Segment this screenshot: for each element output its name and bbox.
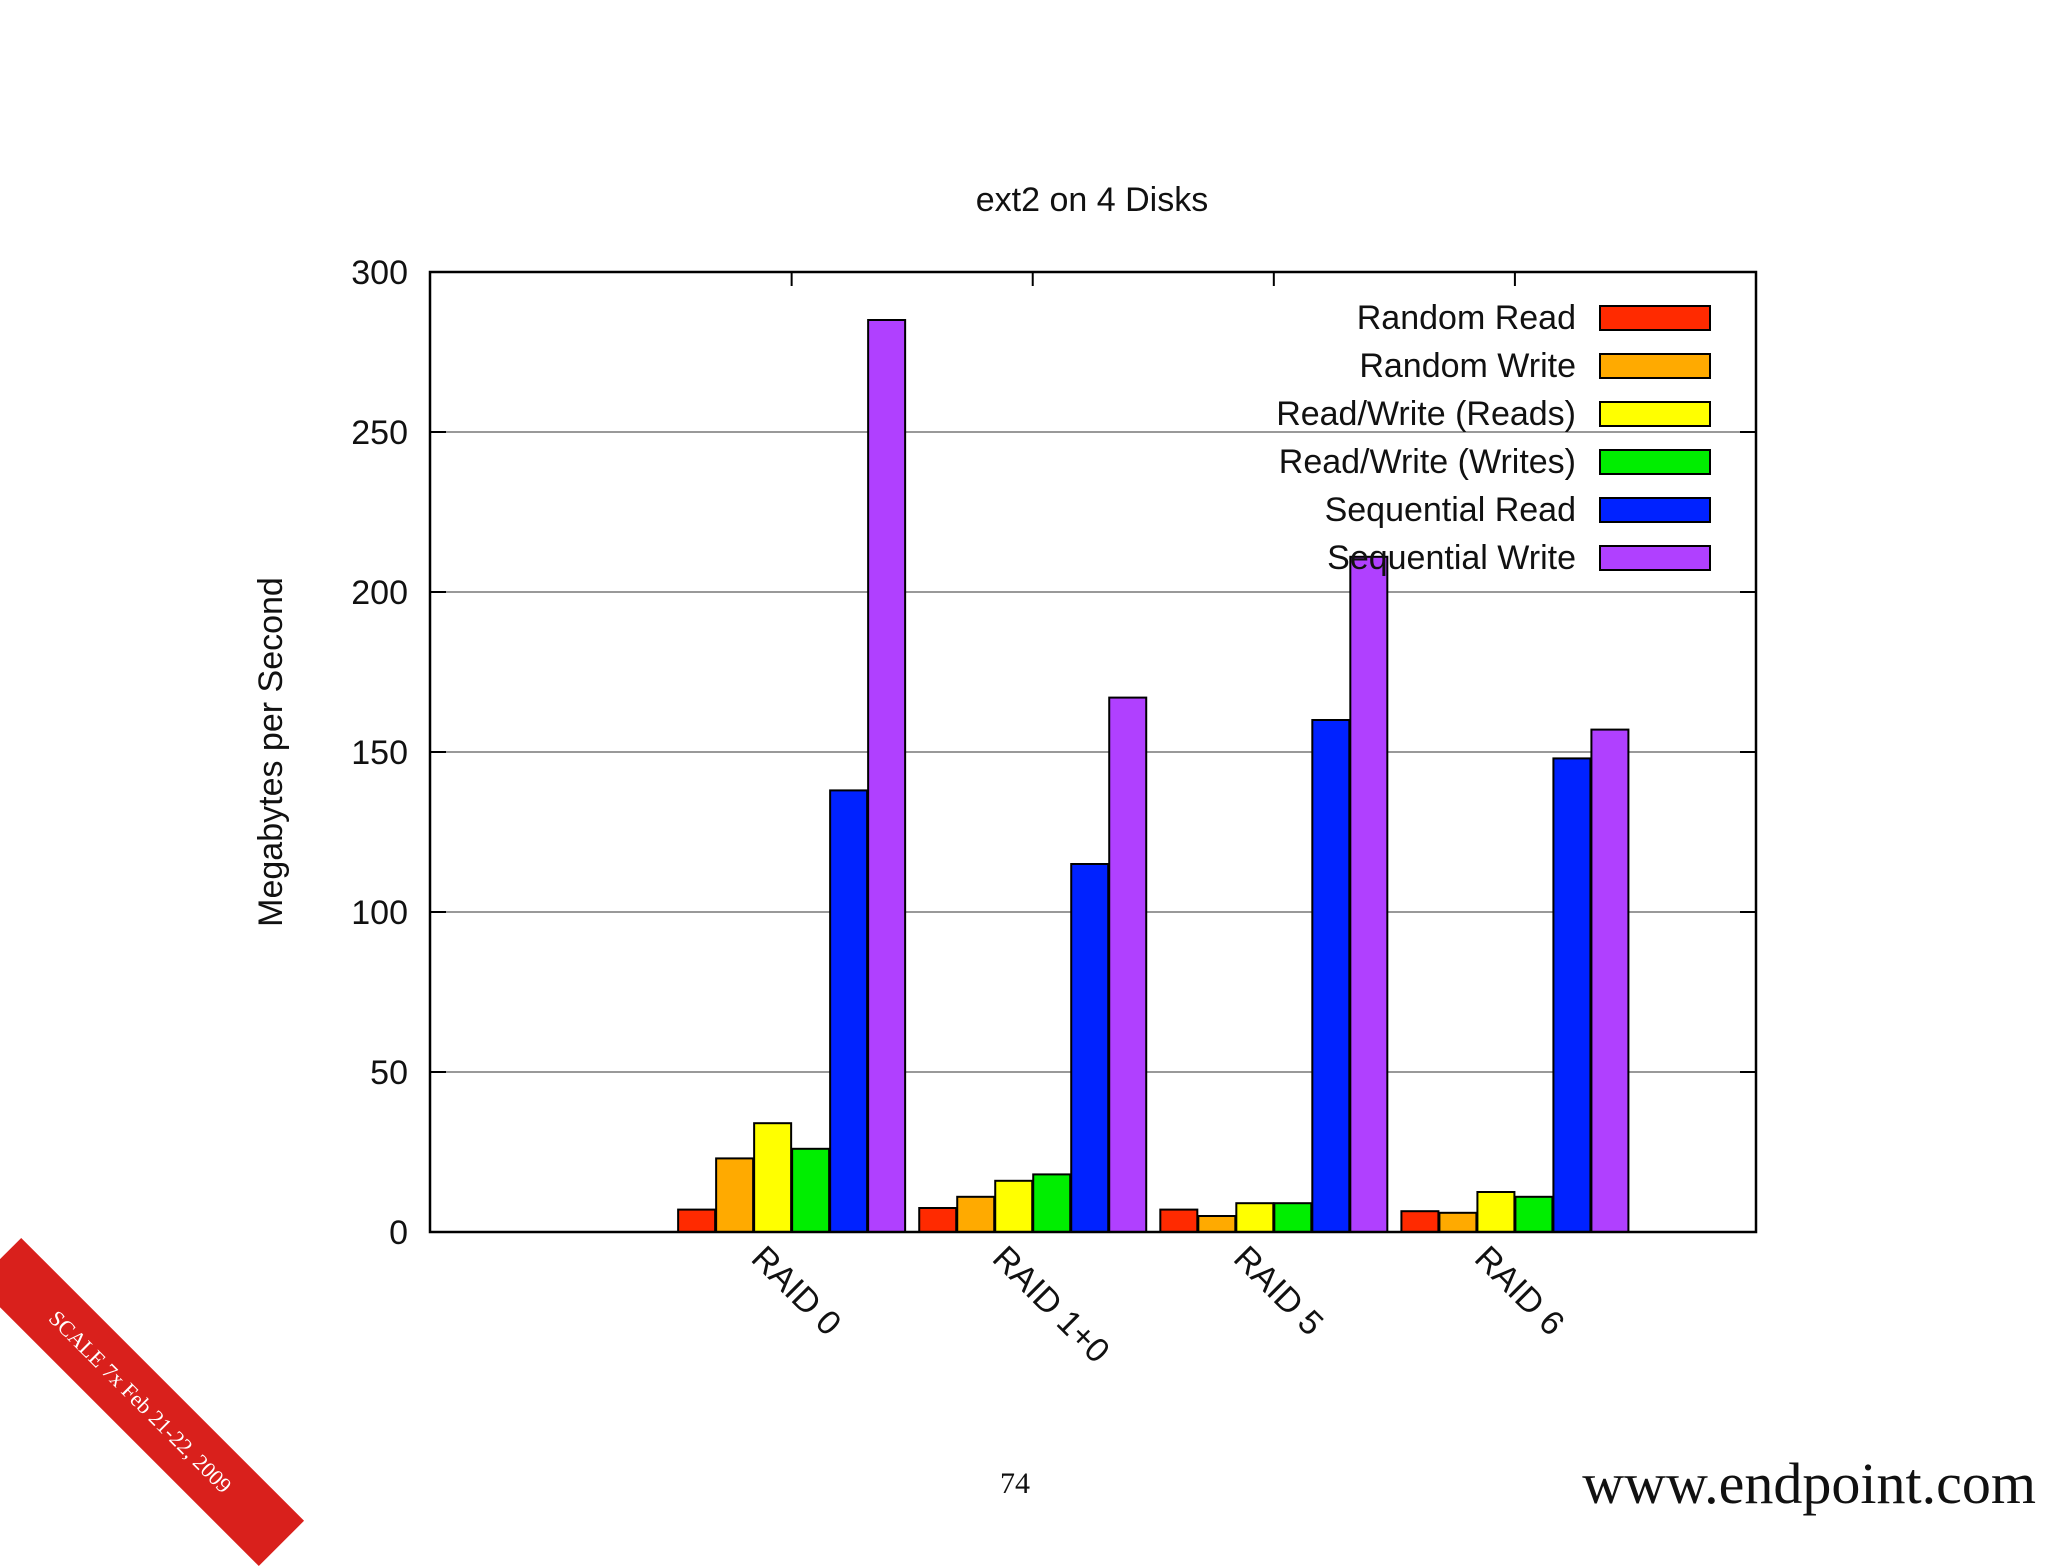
bar	[1590, 728, 1630, 1233]
x-tick-label: RAID 1+0	[985, 1239, 1117, 1371]
bar	[1438, 1211, 1478, 1234]
bar	[1273, 1202, 1313, 1233]
legend-label: Read/Write (Writes)	[1279, 443, 1576, 481]
y-tick-label: 250	[351, 414, 408, 452]
y-tick-label: 50	[370, 1054, 408, 1092]
bar	[918, 1207, 958, 1233]
legend-label: Random Write	[1359, 347, 1576, 385]
bar	[715, 1157, 755, 1234]
bar	[1070, 863, 1110, 1233]
bar	[1311, 719, 1351, 1233]
y-tick-label: 0	[389, 1214, 408, 1252]
bar	[1159, 1208, 1199, 1233]
y-tick-label: 200	[351, 574, 408, 612]
bar	[829, 789, 869, 1234]
x-tick-label: RAID 0	[744, 1239, 848, 1343]
bar	[791, 1147, 831, 1234]
bar	[677, 1208, 717, 1233]
y-tick-label: 100	[351, 894, 408, 932]
x-tick-label: RAID 6	[1467, 1239, 1571, 1343]
legend-swatch	[1599, 305, 1711, 331]
bar	[1032, 1173, 1072, 1234]
legend-swatch	[1599, 401, 1711, 427]
y-axis-ticks: 0 50 100 150 200 250 300	[351, 254, 1756, 1252]
bar	[994, 1179, 1034, 1234]
bar	[753, 1122, 793, 1233]
bar	[1235, 1202, 1275, 1233]
legend-label: Sequential Read	[1325, 491, 1576, 529]
legend: Random Read Random Write Read/Write (Reads…	[1276, 299, 1711, 577]
website-url: www.endpoint.com	[1582, 1451, 2036, 1516]
legend-swatch	[1599, 449, 1711, 475]
legend-swatch	[1599, 545, 1711, 571]
bar	[956, 1195, 996, 1234]
y-tick-label: 150	[351, 734, 408, 772]
bar	[1197, 1215, 1237, 1233]
bar	[1349, 555, 1389, 1233]
bar	[1514, 1195, 1554, 1234]
x-tick-label: RAID 5	[1226, 1239, 1330, 1343]
legend-label: Random Read	[1357, 299, 1576, 337]
legend-label: Sequential Write	[1327, 539, 1576, 577]
legend-label: Read/Write (Reads)	[1276, 395, 1576, 433]
y-axis-label: Megabytes per Second	[252, 577, 290, 927]
bar	[1552, 757, 1592, 1234]
chart-title: ext2 on 4 Disks	[976, 181, 1208, 219]
bar	[1400, 1210, 1440, 1233]
page-number: 74	[1000, 1467, 1030, 1500]
grid-lines	[430, 431, 1756, 1073]
legend-swatch	[1599, 497, 1711, 523]
bar	[1476, 1191, 1516, 1233]
y-tick-label: 300	[351, 254, 408, 292]
bar	[867, 319, 907, 1233]
bar	[1108, 696, 1148, 1233]
legend-swatch	[1599, 353, 1711, 379]
